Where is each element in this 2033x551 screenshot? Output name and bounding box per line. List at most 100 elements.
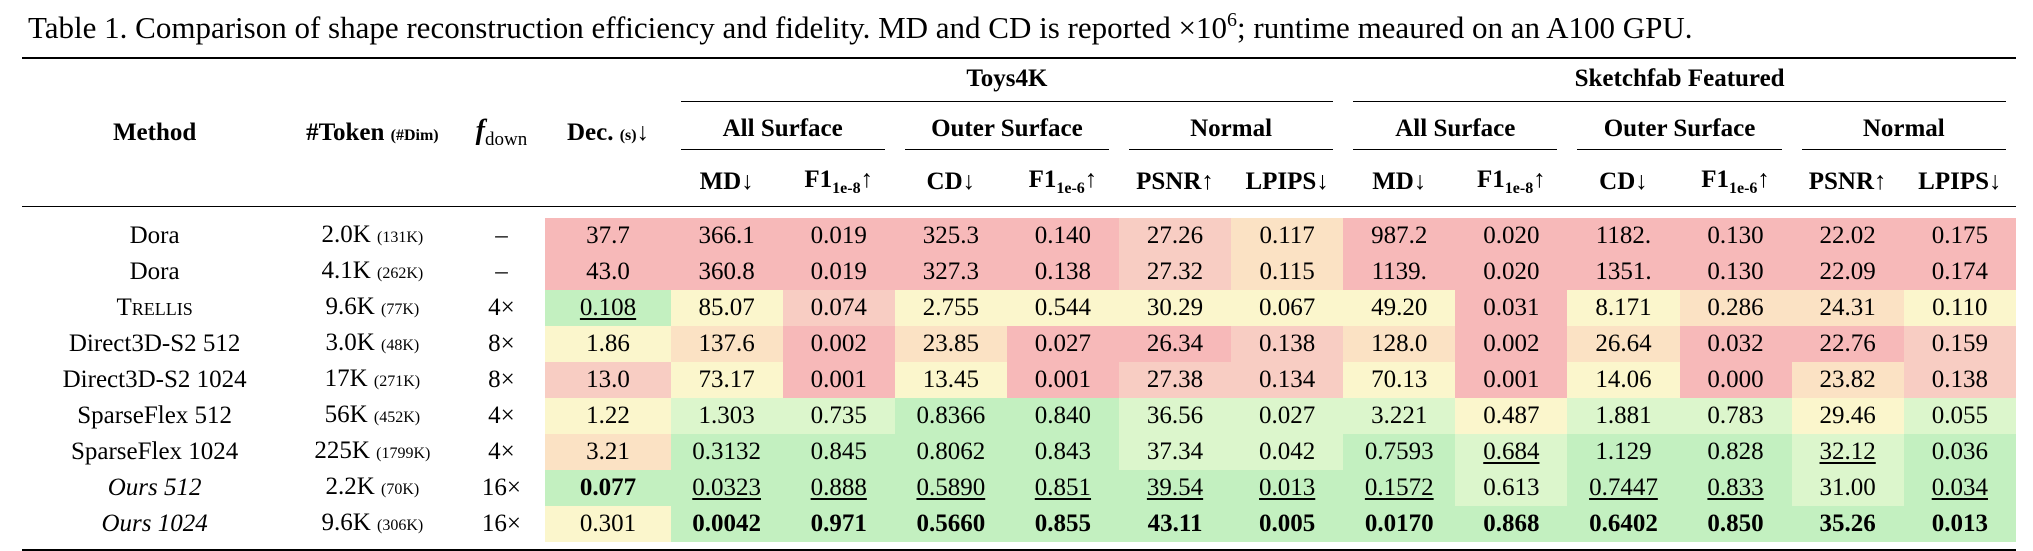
- header-dec: Dec.: [566, 118, 614, 146]
- value: 14.06: [1595, 366, 1652, 393]
- value-cell: 0.055: [1903, 397, 2016, 434]
- value: 0.034: [1931, 474, 1988, 501]
- value: 8.171: [1595, 294, 1652, 321]
- value: 39.54: [1146, 474, 1204, 501]
- value: 0.005: [1259, 510, 1316, 537]
- metric-name: PSNR: [1136, 167, 1202, 195]
- value: 0.055: [1931, 402, 1988, 429]
- value: 0.067: [1259, 294, 1316, 321]
- method-cell: Ours 512: [107, 474, 202, 501]
- value: 22.76: [1819, 330, 1876, 357]
- value-cell: 0.850: [1679, 505, 1792, 542]
- data-row: Ours 1024 9.6K (306K) 16× 0.301 0.0042 0.971 0…: [22, 505, 2016, 542]
- subgroup-cell: Normal: [1119, 108, 1343, 157]
- value-cell: 0.7593: [1343, 433, 1456, 470]
- value: 26.64: [1595, 330, 1652, 357]
- value: 0.301: [579, 510, 637, 537]
- value-cell: 35.26: [1791, 505, 1904, 542]
- value-cell: 43.11: [1118, 505, 1232, 542]
- value-cell: 31.00: [1791, 469, 1904, 506]
- token-cell: 56K (452K): [287, 398, 457, 434]
- token-cell: 9.6K (77K): [287, 290, 457, 326]
- value-cell: 0.5660: [894, 505, 1007, 542]
- token: 17K: [324, 364, 368, 392]
- value: 0.5660: [916, 510, 986, 537]
- value: 36.56: [1146, 402, 1204, 429]
- value-cell: 1351.: [1567, 253, 1680, 290]
- value-cell: 0.5890: [894, 469, 1007, 506]
- value-cell: 0.159: [1903, 325, 2016, 362]
- subgroup-cell: Outer Surface: [895, 108, 1119, 157]
- metric-sub: 1e-8: [1504, 179, 1534, 197]
- token-cell: 3.0K (48K): [287, 326, 457, 362]
- value: 327.3: [922, 258, 979, 285]
- value-cell: 22.02: [1791, 217, 1904, 254]
- value: 1139.: [1371, 258, 1427, 285]
- value-cell: 0.0323: [670, 469, 783, 506]
- data-row: SparseFlex 512 56K (452K) 4× 1.22 1.303 0.735…: [22, 397, 2016, 434]
- value: 0.175: [1931, 222, 1988, 249]
- value: 366.1: [698, 222, 755, 249]
- value: 32.12: [1819, 438, 1876, 465]
- value-cell: 1.303: [670, 397, 783, 434]
- value-cell: 0.020: [1455, 217, 1568, 254]
- metric-arrow: ↓: [962, 167, 976, 195]
- value-cell: 43.0: [545, 253, 671, 290]
- metric-arrow: ↓: [741, 167, 754, 195]
- value: 22.02: [1819, 222, 1876, 249]
- value: 0.850: [1707, 510, 1764, 537]
- value-cell: 0.1572: [1343, 469, 1456, 506]
- metric-cell: LPIPS↓: [1231, 157, 1344, 207]
- value-cell: 0.134: [1231, 361, 1344, 398]
- value-cell: 0.077: [545, 469, 671, 506]
- value: 0.888: [810, 474, 867, 501]
- value-cell: 0.828: [1679, 433, 1792, 470]
- dim: (131K): [377, 228, 424, 246]
- header-cell: #Token (#Dim): [287, 58, 458, 207]
- value-cell: 0.487: [1455, 397, 1568, 434]
- value: 37.34: [1146, 438, 1204, 465]
- spacer: [22, 207, 2016, 218]
- caption-text: Comparison of shape reconstruction effic…: [135, 10, 1228, 45]
- value-cell: 0.019: [782, 253, 895, 290]
- value: 70.13: [1371, 366, 1428, 393]
- spacer: [22, 542, 2016, 550]
- subgroup-cell: Outer Surface: [1567, 108, 1791, 157]
- header-row: MD↓ F11e-8↑ CD↓ F11e-6↑ PSNR↑ LPIPS↓ MD↓ F11e-8…: [22, 157, 2016, 207]
- value: 0.110: [1932, 294, 1988, 321]
- metric-name: CD: [926, 167, 963, 195]
- value: 0.077: [579, 474, 637, 501]
- value-cell: 0.027: [1231, 397, 1344, 434]
- method-cell: SparseFlex 1024: [70, 438, 239, 465]
- value: 26.34: [1146, 330, 1204, 357]
- metric-name: F1: [1701, 165, 1729, 193]
- value: 0.138: [1259, 330, 1316, 357]
- value: 0.0170: [1364, 510, 1434, 537]
- value-cell: 0.002: [782, 325, 895, 362]
- value: 0.001: [1034, 366, 1092, 393]
- f-down-cell: 8×: [488, 366, 515, 393]
- value: 3.221: [1371, 402, 1428, 429]
- metric-arrow: ↓: [1413, 167, 1427, 195]
- value-cell: 0.032: [1679, 325, 1792, 362]
- value: 0.7447: [1589, 474, 1658, 501]
- value-cell: 0.0170: [1343, 505, 1456, 542]
- token: 9.6K: [325, 292, 375, 320]
- metric-cell: F11e-8↑: [782, 157, 895, 207]
- header-dec-unit: (s): [619, 126, 637, 144]
- value-cell: 73.17: [670, 361, 783, 398]
- value-cell: 14.06: [1567, 361, 1680, 398]
- value-cell: 0.138: [1231, 325, 1344, 362]
- value-cell: 0.833: [1679, 469, 1792, 506]
- value-cell: 0.286: [1679, 289, 1792, 326]
- f-down-cell: –: [495, 258, 508, 285]
- data-row: Direct3D-S2 1024 17K (271K) 8× 13.0 73.17 0.0…: [22, 361, 2016, 398]
- table-body: Dora 2.0K (131K) – 37.7 366.1 0.019 325.3 0.140…: [22, 207, 2016, 550]
- value-cell: 0.845: [782, 433, 895, 470]
- f-down-cell: 4×: [488, 402, 515, 429]
- value-cell: 0.3132: [670, 433, 783, 470]
- value-cell: 0.301: [545, 505, 671, 542]
- value: 0.001: [810, 366, 867, 393]
- metric-arrow: ↓: [1635, 167, 1648, 195]
- header-f: f: [475, 114, 485, 146]
